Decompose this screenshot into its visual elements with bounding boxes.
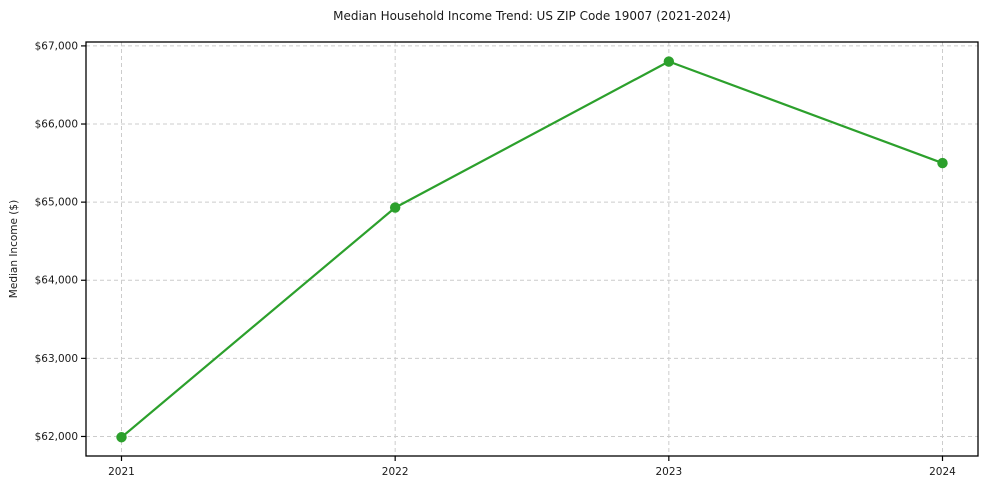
x-tick-label: 2024 bbox=[929, 466, 956, 478]
data-point bbox=[389, 202, 401, 213]
plot-border bbox=[85, 41, 979, 457]
y-tick-label: $67,000 bbox=[35, 40, 78, 52]
x-tick-label: 2022 bbox=[382, 466, 409, 478]
y-tick-label: $64,000 bbox=[35, 275, 78, 287]
data-point bbox=[663, 56, 675, 67]
x-tick-label: 2023 bbox=[655, 466, 682, 478]
chart-title: Median Household Income Trend: US ZIP Co… bbox=[333, 9, 731, 23]
y-tick-label: $62,000 bbox=[35, 431, 78, 443]
x-tick-label: 2021 bbox=[108, 466, 135, 478]
trend-line bbox=[120, 60, 944, 439]
y-tick-label: $66,000 bbox=[35, 119, 78, 131]
y-tick-label: $63,000 bbox=[35, 353, 78, 365]
data-point bbox=[116, 432, 127, 443]
data-point bbox=[937, 157, 948, 169]
y-tick-label: $65,000 bbox=[35, 197, 78, 209]
